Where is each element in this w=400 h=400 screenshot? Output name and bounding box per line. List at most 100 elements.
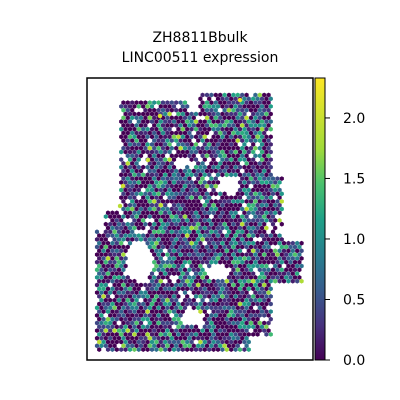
expression-spot xyxy=(174,130,179,136)
expression-spot xyxy=(273,271,278,276)
expression-spot xyxy=(253,259,258,265)
expression-spot xyxy=(130,313,135,318)
expression-spot xyxy=(233,218,238,223)
expression-spot xyxy=(255,240,260,246)
expression-spot xyxy=(262,206,267,212)
expression-spot xyxy=(196,145,201,151)
expression-spot xyxy=(290,271,295,276)
expression-spot xyxy=(185,324,190,330)
expression-spot xyxy=(112,297,117,303)
expression-spot xyxy=(152,275,157,280)
expression-spot xyxy=(169,305,174,311)
expression-spot xyxy=(257,130,262,136)
expression-spot xyxy=(218,199,223,204)
expression-spot xyxy=(132,225,137,231)
expression-spot xyxy=(231,259,236,265)
expression-spot xyxy=(242,134,247,140)
expression-spot xyxy=(231,305,236,311)
expression-spot xyxy=(231,229,236,235)
expression-spot xyxy=(257,259,262,265)
expression-spot xyxy=(193,271,199,276)
expression-spot xyxy=(240,206,245,212)
expression-spot xyxy=(196,244,201,250)
expression-spot xyxy=(266,290,271,295)
expression-spot xyxy=(165,221,170,227)
expression-spot xyxy=(257,176,262,181)
expression-spot xyxy=(143,313,148,318)
expression-spot xyxy=(187,191,192,197)
expression-spot xyxy=(101,278,106,284)
expression-spot xyxy=(152,168,157,174)
expression-spot xyxy=(154,278,159,284)
expression-spot xyxy=(158,164,163,170)
expression-spot xyxy=(187,153,192,159)
expression-spot xyxy=(130,100,135,105)
expression-spot xyxy=(231,92,236,98)
expression-spot xyxy=(259,119,265,124)
expression-spot xyxy=(204,244,210,250)
expression-spot xyxy=(114,278,119,284)
expression-spot xyxy=(130,305,135,311)
expression-spot xyxy=(270,237,276,242)
expression-spot xyxy=(165,130,170,136)
expression-spot xyxy=(127,294,133,299)
expression-spot xyxy=(229,294,234,299)
expression-spot xyxy=(149,248,155,254)
expression-spot xyxy=(273,225,278,231)
expression-spot xyxy=(147,176,152,181)
expression-spot xyxy=(193,332,199,337)
expression-spot xyxy=(240,92,245,98)
expression-spot xyxy=(277,271,282,276)
expression-spot xyxy=(231,138,236,143)
expression-spot xyxy=(187,267,192,273)
expression-spot xyxy=(224,301,229,307)
expression-spot xyxy=(211,278,216,284)
expression-spot xyxy=(101,309,106,314)
expression-spot xyxy=(204,221,210,227)
expression-spot xyxy=(143,123,148,128)
expression-spot xyxy=(145,142,150,147)
expression-spot xyxy=(141,210,146,216)
expression-spot xyxy=(266,297,271,303)
expression-spot xyxy=(149,119,155,124)
expression-spot xyxy=(171,339,177,345)
expression-spot xyxy=(152,244,157,250)
expression-spot xyxy=(149,301,155,307)
expression-spot xyxy=(127,309,133,314)
expression-spot xyxy=(136,233,141,238)
expression-spot xyxy=(171,180,177,185)
expression-spot xyxy=(246,225,251,231)
expression-spot xyxy=(149,278,155,284)
expression-spot xyxy=(231,297,236,303)
expression-spot xyxy=(233,256,238,261)
expression-spot xyxy=(251,172,256,178)
expression-spot xyxy=(114,271,119,276)
expression-spot xyxy=(233,210,238,216)
expression-spot xyxy=(215,301,221,307)
expression-spot xyxy=(152,320,157,326)
expression-spot xyxy=(233,324,238,330)
expression-spot xyxy=(132,316,137,322)
expression-spot xyxy=(262,123,267,128)
expression-spot xyxy=(207,286,212,292)
expression-spot xyxy=(119,301,124,307)
expression-spot xyxy=(123,263,128,269)
expression-spot xyxy=(138,138,144,143)
expression-spot xyxy=(262,297,267,303)
expression-spot xyxy=(169,115,174,121)
expression-spot xyxy=(121,305,126,311)
expression-spot xyxy=(215,149,221,155)
colorbar-tick-label: 2.0 xyxy=(343,111,365,127)
expression-spot xyxy=(259,225,265,231)
expression-spot xyxy=(251,309,256,314)
expression-spot-high xyxy=(120,183,126,189)
expression-spot xyxy=(242,142,247,147)
expression-spot xyxy=(198,347,203,352)
expression-spot xyxy=(264,96,269,102)
expression-spot xyxy=(237,195,243,200)
expression-spot xyxy=(196,214,201,219)
expression-spot xyxy=(253,290,258,295)
expression-spot xyxy=(268,157,273,162)
expression-spot xyxy=(196,138,201,143)
expression-spot xyxy=(160,176,166,181)
